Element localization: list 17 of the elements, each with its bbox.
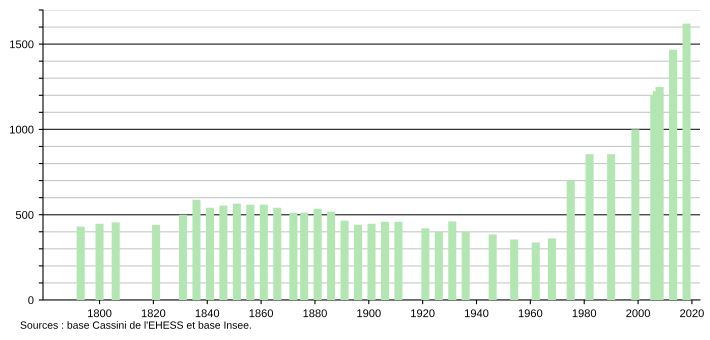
x-tick-label: 1860 xyxy=(250,309,274,318)
x-tick-label: 1940 xyxy=(465,309,488,318)
y-tick-label: 1000 xyxy=(10,126,34,134)
x-tick-label: 1800 xyxy=(88,309,112,318)
source-note: Sources : base Cassini de l'EHESS et base Insee. xyxy=(20,321,251,329)
y-tick-label: 1500 xyxy=(10,40,34,48)
x-tick-label: 1960 xyxy=(518,309,542,318)
x-tick-label: 1980 xyxy=(572,309,596,318)
x-tick-label: 1920 xyxy=(411,309,435,318)
x-tick-label: 1880 xyxy=(303,309,327,318)
y-tick-label: 0 xyxy=(28,296,34,304)
x-tick-label: 1820 xyxy=(142,309,166,318)
x-tick-label: 1900 xyxy=(357,309,381,318)
x-tick-label: 2020 xyxy=(680,309,704,318)
x-tick-label: 1840 xyxy=(196,309,220,318)
y-tick-label: 500 xyxy=(16,210,34,219)
x-tick-label: 2000 xyxy=(626,309,650,318)
